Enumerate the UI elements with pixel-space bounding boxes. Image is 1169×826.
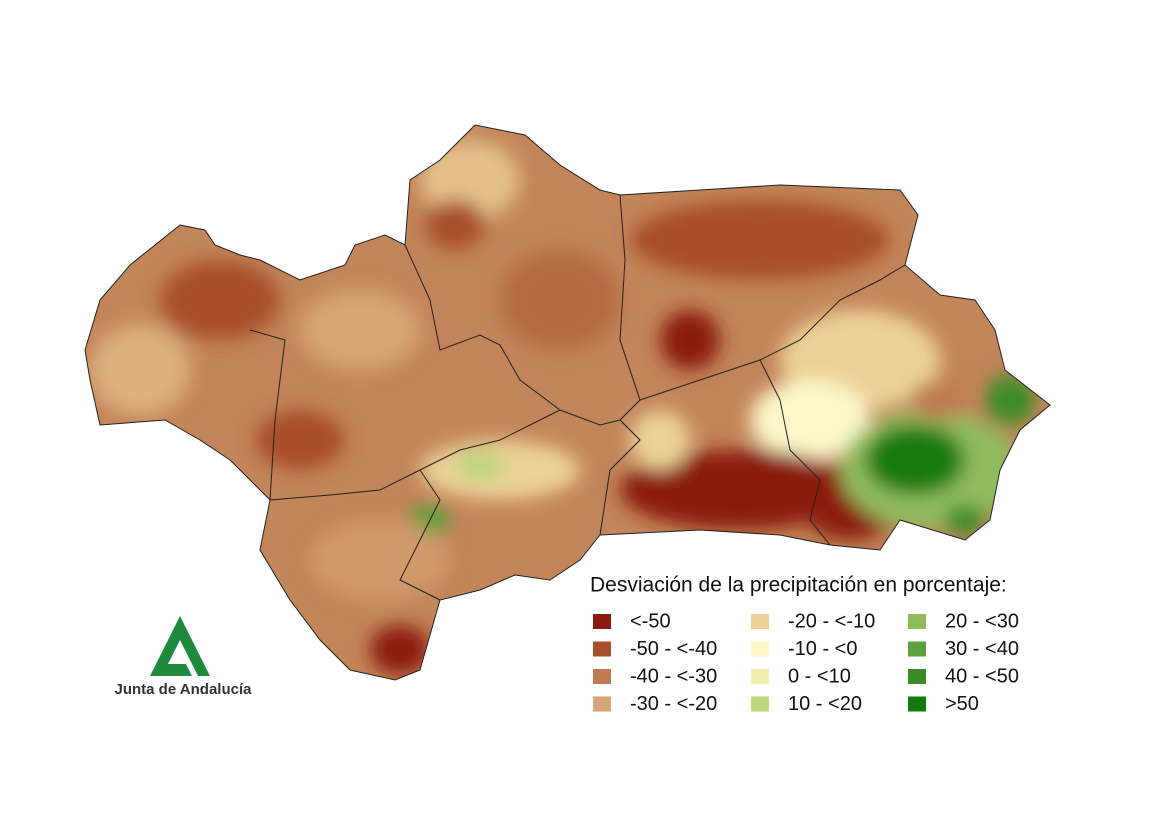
legend-label: -50 - <-40 xyxy=(630,638,717,660)
legend-swatch xyxy=(751,696,769,712)
province-borders xyxy=(249,194,906,601)
legend-swatch xyxy=(593,669,611,684)
logo: Junta de Andalucía xyxy=(115,616,253,698)
legend-label: 10 - <20 xyxy=(788,693,862,715)
legend-label: -40 - <-30 xyxy=(630,665,717,687)
logo-mark xyxy=(150,616,210,676)
legend-swatch xyxy=(593,641,611,657)
legend-label: 30 - <40 xyxy=(945,638,1019,660)
legend-label: <-50 xyxy=(630,610,671,632)
legend-label: 0 - <10 xyxy=(788,665,851,687)
legend-label: 40 - <50 xyxy=(945,665,1019,687)
legend-label: >50 xyxy=(945,693,979,715)
legend-swatch xyxy=(908,669,926,684)
legend-swatch xyxy=(751,614,769,629)
logo-text: Junta de Andalucía xyxy=(115,681,253,698)
legend-title: Desviación de la precipitación en porcen… xyxy=(590,574,1007,597)
legend-swatch xyxy=(593,614,611,629)
legend-swatch xyxy=(908,696,926,712)
legend-swatch xyxy=(751,669,769,684)
legend-label: -30 - <-20 xyxy=(630,693,717,715)
legend-label: -10 - <0 xyxy=(788,638,857,660)
legend-label: 20 - <30 xyxy=(945,610,1019,632)
legend-swatch xyxy=(908,614,926,629)
legend: <-50 -50 - <-40 -40 - <-30 -30 - <-20 -20 - … xyxy=(593,610,1019,715)
legend-swatch xyxy=(908,641,926,657)
legend-swatch xyxy=(751,641,769,657)
legend-swatch xyxy=(593,696,611,712)
legend-label: -20 - <-10 xyxy=(788,610,875,632)
